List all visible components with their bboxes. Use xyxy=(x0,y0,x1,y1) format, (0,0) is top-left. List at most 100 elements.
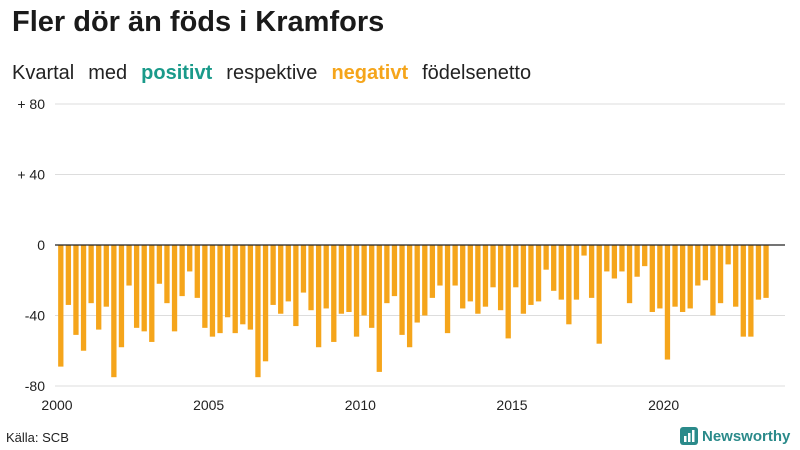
bar-chart: + 80 + 40 0 -40 -80 2000 2005 2010 2015 2020 xyxy=(17,96,785,413)
x-tick-label: 2015 xyxy=(496,397,527,413)
bar xyxy=(687,245,693,309)
bar xyxy=(626,245,633,304)
bar xyxy=(202,245,208,328)
bar xyxy=(581,245,587,256)
bar xyxy=(657,245,663,309)
bar xyxy=(293,245,299,327)
bar xyxy=(118,245,125,348)
subtitle-word: respektive xyxy=(226,62,318,84)
bar xyxy=(429,245,436,298)
bar xyxy=(308,245,314,311)
bar xyxy=(558,245,564,300)
bar xyxy=(717,245,724,304)
bar xyxy=(96,245,102,330)
bar xyxy=(649,245,655,312)
bar xyxy=(664,245,671,360)
bar xyxy=(528,245,534,305)
bar xyxy=(179,245,185,297)
bar xyxy=(73,245,79,335)
bar xyxy=(467,245,473,302)
y-tick-label: 0 xyxy=(37,237,45,253)
bar xyxy=(399,245,405,335)
bar xyxy=(194,245,200,298)
y-tick-label: + 80 xyxy=(17,96,45,112)
bar xyxy=(285,245,291,302)
bar xyxy=(171,245,178,332)
bar xyxy=(209,245,216,337)
x-tick-label: 2010 xyxy=(345,397,376,413)
bar xyxy=(702,245,709,281)
bar xyxy=(725,245,731,265)
bar xyxy=(224,245,231,318)
brand-name: Newsworthy xyxy=(702,427,791,445)
bar xyxy=(369,245,375,328)
bar xyxy=(391,245,398,297)
bar xyxy=(740,245,746,337)
bar xyxy=(505,245,511,339)
bar xyxy=(710,245,716,316)
bar xyxy=(58,245,64,367)
bar xyxy=(384,245,390,304)
bar xyxy=(748,245,754,337)
bar xyxy=(551,245,557,291)
subtitle-word: med xyxy=(88,62,128,84)
bar xyxy=(414,245,420,323)
bar xyxy=(88,245,94,304)
chart-title: Fler dör än föds i Kramfors xyxy=(12,6,385,38)
bar xyxy=(126,245,132,286)
bar xyxy=(422,245,428,316)
bar xyxy=(634,245,640,277)
bar xyxy=(270,245,276,305)
bar xyxy=(535,245,542,302)
bar xyxy=(141,245,147,332)
bar xyxy=(444,245,451,334)
bar xyxy=(80,245,87,351)
bar xyxy=(331,245,337,342)
bar xyxy=(588,245,595,298)
x-tick-label: 2005 xyxy=(193,397,224,413)
bar xyxy=(642,245,648,267)
bar xyxy=(323,245,329,309)
bar xyxy=(482,245,489,307)
bar xyxy=(247,245,254,330)
bar xyxy=(755,245,762,300)
bar xyxy=(240,245,246,325)
bar xyxy=(452,245,458,286)
y-tick-label: -80 xyxy=(25,378,45,394)
bar xyxy=(460,245,466,309)
brand-logo: Newsworthy xyxy=(680,427,790,445)
bar xyxy=(763,245,769,298)
bar xyxy=(300,245,307,293)
bar xyxy=(611,245,618,279)
bar xyxy=(475,245,481,314)
bar xyxy=(111,245,117,378)
bar xyxy=(604,245,610,272)
bar xyxy=(217,245,223,334)
bar xyxy=(543,245,549,270)
bar xyxy=(406,245,413,348)
bar xyxy=(376,245,382,372)
y-tick-label: + 40 xyxy=(17,167,45,183)
bar xyxy=(346,245,352,312)
bar xyxy=(338,245,345,314)
bar xyxy=(65,245,72,305)
bar xyxy=(315,245,322,348)
bar xyxy=(695,245,701,286)
bar xyxy=(513,245,519,288)
bar xyxy=(672,245,678,307)
bar xyxy=(596,245,602,344)
bar xyxy=(733,245,739,307)
y-tick-label: -40 xyxy=(25,308,45,324)
bar xyxy=(232,245,238,334)
bar xyxy=(497,245,504,311)
bar xyxy=(255,245,261,378)
bar xyxy=(149,245,155,342)
x-tick-label: 2000 xyxy=(41,397,72,413)
bar xyxy=(566,245,572,325)
bar xyxy=(278,245,284,314)
bar xyxy=(353,245,360,337)
subtitle-word: födelsenetto xyxy=(422,62,532,84)
source-note: Källa: SCB xyxy=(6,430,69,445)
bar xyxy=(437,245,443,286)
subtitle-word: Kvartal xyxy=(12,62,75,84)
